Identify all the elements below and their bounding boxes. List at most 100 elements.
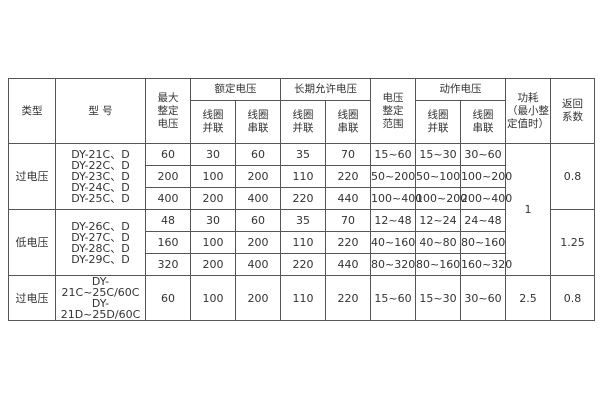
model-name: DY-23C、D	[71, 170, 130, 183]
max-voltage-cell: 320	[145, 253, 191, 276]
rated-series-cell: 200	[235, 231, 281, 254]
model-name: DY-26C、D	[71, 219, 130, 233]
model-cell: DY-21C~25C/60C DY-21D~25D/60C	[55, 275, 146, 321]
return-coef-cell: 0.8	[550, 275, 595, 321]
table-row: 400 200 400 220 440 100~400 100~200 200~400	[9, 187, 595, 210]
header-return-coef: 返回 系数	[550, 78, 595, 144]
action-series-cell: 100~200	[460, 165, 512, 188]
action-series-cell: 30~60	[460, 143, 506, 166]
max-voltage-cell: 60	[145, 275, 191, 321]
relay-spec-table: 类型 型 号 最大 整定 电压 额定电压 长期允许电压 电压 整定 范围 动作电压 功耗…	[8, 78, 595, 321]
action-parallel-cell: 100~200	[415, 187, 467, 210]
action-parallel-cell: 80~160	[415, 253, 461, 276]
header-long-series: 线圈 串联	[325, 100, 371, 144]
model-name: DY-27C、D	[71, 230, 130, 244]
long-parallel-cell: 110	[280, 165, 326, 188]
rated-parallel-cell: 100	[190, 165, 236, 188]
action-series-cell: 30~60	[460, 275, 506, 321]
rated-parallel-cell: 30	[190, 209, 236, 232]
header-long-parallel: 线圈 并联	[280, 100, 326, 144]
long-parallel-cell: 110	[280, 275, 326, 321]
model-name: DY-25C、D	[71, 192, 130, 205]
action-series-cell: 24~48	[460, 209, 506, 232]
header-rated-series: 线圈 串联	[235, 100, 281, 144]
long-parallel-cell: 35	[280, 209, 326, 232]
type-cell: 低电压	[8, 209, 56, 276]
model-name: DY-29C、D	[71, 252, 130, 266]
setting-range-cell: 15~60	[370, 275, 416, 321]
long-parallel-cell: 220	[280, 187, 326, 210]
return-coef-cell: 1.25	[550, 209, 595, 276]
action-series-cell: 200~400	[460, 187, 512, 210]
setting-range-cell: 12~48	[370, 209, 416, 232]
header-long-term-voltage: 长期允许电压	[280, 78, 371, 101]
header-action-parallel: 线圈 并联	[415, 100, 461, 144]
power-cell: 1	[505, 143, 551, 276]
model-name: DY-21C~25C/60C	[61, 275, 140, 299]
action-series-cell: 160~320	[460, 253, 512, 276]
action-parallel-cell: 50~100	[415, 165, 461, 188]
rated-parallel-cell: 200	[190, 187, 236, 210]
max-voltage-cell: 48	[145, 209, 191, 232]
setting-range-cell: 40~160	[370, 231, 416, 254]
return-coef-cell: 0.8	[550, 143, 595, 210]
action-parallel-cell: 40~80	[415, 231, 461, 254]
max-voltage-cell: 160	[145, 231, 191, 254]
action-parallel-cell: 15~30	[415, 143, 461, 166]
long-parallel-cell: 35	[280, 143, 326, 166]
setting-range-cell: 100~400	[370, 187, 422, 210]
model-cell: DY-21C、D DY-22C、D DY-23C、D DY-24C、D DY-25C、D	[55, 143, 146, 210]
header-type: 类型	[8, 78, 56, 144]
long-series-cell: 70	[325, 209, 371, 232]
rated-parallel-cell: 200	[190, 253, 236, 276]
header-max-voltage: 最大 整定 电压	[145, 78, 191, 144]
max-voltage-cell: 200	[145, 165, 191, 188]
model-cell: DY-26C、D DY-27C、D DY-28C、D DY-29C、D	[55, 209, 146, 276]
rated-series-cell: 60	[235, 143, 281, 166]
long-series-cell: 220	[325, 275, 371, 321]
long-series-cell: 440	[325, 253, 371, 276]
model-name: DY-24C、D	[71, 181, 130, 194]
rated-series-cell: 60	[235, 209, 281, 232]
action-parallel-cell: 15~30	[415, 275, 461, 321]
rated-series-cell: 400	[235, 253, 281, 276]
max-voltage-cell: 60	[145, 143, 191, 166]
model-name: DY-28C、D	[71, 241, 130, 255]
table-row: 320 200 400 220 440 80~320 80~160 160~320	[9, 253, 595, 276]
header-rated-parallel: 线圈 并联	[190, 100, 236, 144]
action-series-cell: 80~160	[460, 231, 506, 254]
table-row: 200 100 200 110 220 50~200 50~100 100~200	[9, 165, 595, 188]
rated-series-cell: 400	[235, 187, 281, 210]
rated-parallel-cell: 30	[190, 143, 236, 166]
header-setting-range: 电压 整定 范围	[370, 78, 416, 144]
type-cell: 过电压	[8, 275, 56, 321]
rated-series-cell: 200	[235, 275, 281, 321]
long-parallel-cell: 110	[280, 231, 326, 254]
table-body: 过电压 DY-21C、D DY-22C、D DY-23C、D DY-24C、D DY-25…	[8, 143, 595, 321]
setting-range-cell: 15~60	[370, 143, 416, 166]
table-row: 过电压 DY-21C~25C/60C DY-21D~25D/60C 60 100 200 1…	[8, 275, 595, 321]
model-name: DY-21D~25D/60C	[60, 297, 141, 321]
rated-parallel-cell: 100	[190, 275, 236, 321]
table-row: 过电压 DY-21C、D DY-22C、D DY-23C、D DY-24C、D DY-25…	[8, 143, 595, 276]
long-series-cell: 220	[325, 165, 371, 188]
header-rated-voltage: 额定电压	[190, 78, 281, 101]
max-voltage-cell: 400	[145, 187, 191, 210]
long-series-cell: 70	[325, 143, 371, 166]
model-name: DY-21C、D	[71, 148, 130, 161]
header-power: 功耗 （最小整 定值时）	[505, 78, 551, 144]
setting-range-cell: 50~200	[370, 165, 416, 188]
header-action-series: 线圈 串联	[460, 100, 506, 144]
power-cell: 2.5	[505, 275, 551, 321]
header-action-voltage: 动作电压	[415, 78, 506, 101]
long-series-cell: 220	[325, 231, 371, 254]
type-cell: 过电压	[8, 143, 56, 210]
table-row: 160 100 200 110 220 40~160 40~80 80~160	[9, 231, 595, 254]
model-name: DY-22C、D	[71, 159, 130, 172]
table-row: 低电压 DY-26C、D DY-27C、D DY-28C、D DY-29C、D 48 30 6…	[8, 209, 595, 276]
rated-parallel-cell: 100	[190, 231, 236, 254]
long-parallel-cell: 220	[280, 253, 326, 276]
long-series-cell: 440	[325, 187, 371, 210]
setting-range-cell: 80~320	[370, 253, 416, 276]
action-parallel-cell: 12~24	[415, 209, 461, 232]
